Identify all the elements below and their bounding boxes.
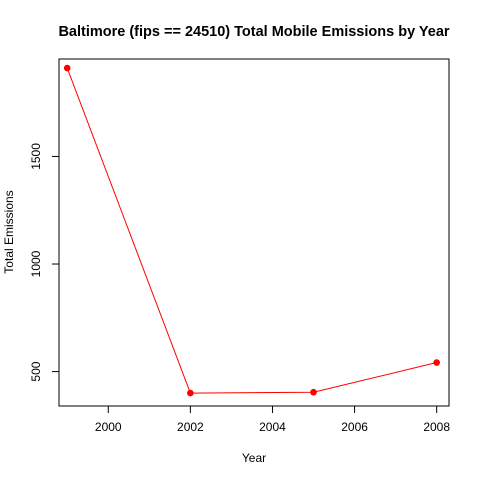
data-point [310,388,317,396]
x-tick-label: 2000 [95,420,122,434]
y-tick-label: 1500 [29,143,43,170]
y-axis-label: Total Emissions [2,190,16,273]
y-tick-label: 1000 [29,250,43,277]
x-tick-label: 2002 [177,420,204,434]
x-tick-label: 2008 [423,420,450,434]
plot-frame [58,58,450,407]
data-point [433,359,440,366]
x-tick-label: 2006 [341,420,368,434]
x-axis: 2000 2002 2004 2006 2008 [95,405,450,434]
x-axis-label: Year [242,451,266,465]
y-axis: 500 1000 1500 [29,143,60,382]
data-point [63,64,71,72]
x-tick-label: 2004 [259,420,286,434]
y-tick-label: 500 [29,361,43,381]
chart-title: Baltimore (fips == 24510) Total Mobile E… [58,24,449,40]
data-point [187,389,194,397]
series-layer [63,64,440,397]
series-line [66,67,437,394]
